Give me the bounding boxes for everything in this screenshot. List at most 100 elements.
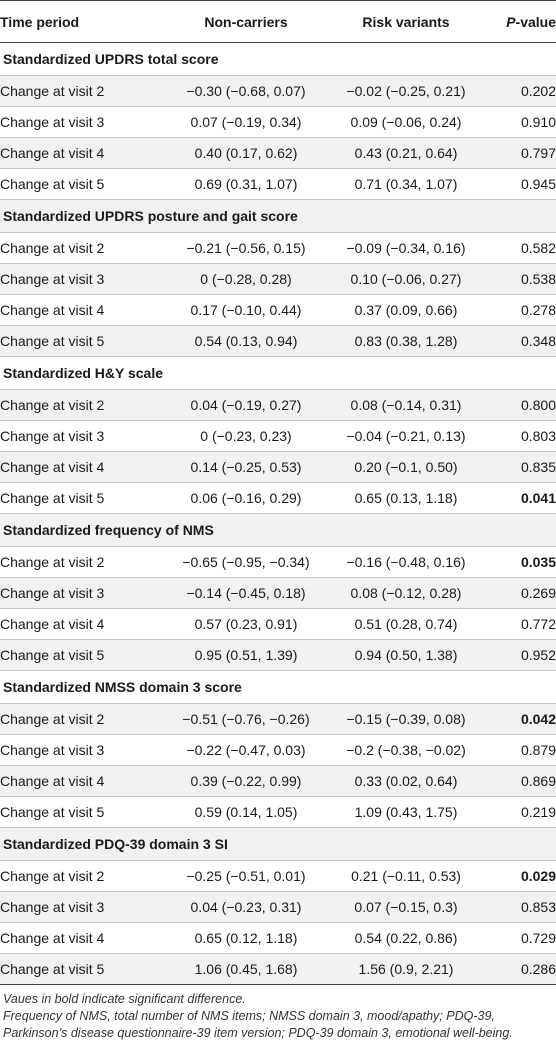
section-title: Standardized NMSS domain 3 score [0, 670, 556, 704]
time-period-cell: Change at visit 4 [0, 608, 166, 640]
non-carriers-cell: −0.65 (−0.95, −0.34) [166, 546, 326, 578]
p-value-cell: 0.278 [486, 294, 556, 326]
p-value-cell: 0.772 [486, 608, 556, 640]
table-row: Change at visit 5 0.54 (0.13, 0.94) 0.83 (… [0, 325, 556, 357]
time-period-cell: Change at visit 3 [0, 891, 166, 923]
table-row: Change at visit 2 0.04 (−0.19, 0.27) 0.08 … [0, 389, 556, 421]
table-row: Change at visit 5 0.69 (0.31, 1.07) 0.71 (… [0, 168, 556, 200]
non-carriers-cell: 0.06 (−0.16, 0.29) [166, 482, 326, 514]
non-carriers-cell: 0.65 (0.12, 1.18) [166, 922, 326, 954]
risk-variants-cell: 0.20 (−0.1, 0.50) [326, 451, 486, 483]
header-p-value: P-value [486, 0, 556, 43]
time-period-cell: Change at visit 3 [0, 106, 166, 138]
table-header-row: Time period Non-carriers Risk variants P… [0, 0, 556, 43]
non-carriers-cell: 0.40 (0.17, 0.62) [166, 137, 326, 169]
table-row: Change at visit 2 −0.51 (−0.76, −0.26) −0.… [0, 703, 556, 735]
non-carriers-cell: 0 (−0.28, 0.28) [166, 263, 326, 295]
time-period-cell: Change at visit 2 [0, 860, 166, 892]
time-period-cell: Change at visit 4 [0, 922, 166, 954]
time-period-cell: Change at visit 4 [0, 137, 166, 169]
table-row: Change at visit 5 1.06 (0.45, 1.68) 1.56 (… [0, 953, 556, 985]
risk-variants-cell: 0.10 (−0.06, 0.27) [326, 263, 486, 295]
time-period-cell: Change at visit 3 [0, 420, 166, 452]
p-value-cell: 0.219 [486, 796, 556, 828]
p-value-cell: 0.041 [486, 482, 556, 514]
section-title: Standardized H&Y scale [0, 356, 556, 390]
section-title: Standardized frequency of NMS [0, 513, 556, 547]
risk-variants-cell: 0.07 (−0.15, 0.3) [326, 891, 486, 923]
risk-variants-cell: 0.51 (0.28, 0.74) [326, 608, 486, 640]
p-value-cell: 0.538 [486, 263, 556, 295]
table-row: Change at visit 3 −0.22 (−0.47, 0.03) −0.2… [0, 734, 556, 766]
risk-variants-cell: 0.83 (0.38, 1.28) [326, 325, 486, 357]
time-period-cell: Change at visit 5 [0, 325, 166, 357]
time-period-cell: Change at visit 5 [0, 482, 166, 514]
header-time-period: Time period [0, 0, 166, 43]
non-carriers-cell: 0.17 (−0.10, 0.44) [166, 294, 326, 326]
time-period-cell: Change at visit 3 [0, 263, 166, 295]
p-value-cell: 0.729 [486, 922, 556, 954]
table-row: Change at visit 5 0.59 (0.14, 1.05) 1.09 (… [0, 796, 556, 828]
time-period-cell: Change at visit 5 [0, 168, 166, 200]
section-header-row: Standardized UPDRS total score [0, 42, 556, 76]
risk-variants-cell: 0.33 (0.02, 0.64) [326, 765, 486, 797]
table-row: Change at visit 4 0.14 (−0.25, 0.53) 0.20 … [0, 451, 556, 483]
non-carriers-cell: −0.21 (−0.56, 0.15) [166, 232, 326, 264]
header-non-carriers: Non-carriers [166, 0, 326, 43]
time-period-cell: Change at visit 2 [0, 389, 166, 421]
non-carriers-cell: −0.51 (−0.76, −0.26) [166, 703, 326, 735]
p-value-cell: 0.879 [486, 734, 556, 766]
table-row: Change at visit 4 0.39 (−0.22, 0.99) 0.33 … [0, 765, 556, 797]
risk-variants-cell: −0.15 (−0.39, 0.08) [326, 703, 486, 735]
risk-variants-cell: 0.08 (−0.14, 0.31) [326, 389, 486, 421]
non-carriers-cell: 0.14 (−0.25, 0.53) [166, 451, 326, 483]
section-title: Standardized UPDRS posture and gait scor… [0, 199, 556, 233]
section-header-row: Standardized H&Y scale [0, 356, 556, 390]
section-header-row: Standardized frequency of NMS [0, 513, 556, 547]
non-carriers-cell: 0.07 (−0.19, 0.34) [166, 106, 326, 138]
p-value-cell: 0.269 [486, 577, 556, 609]
table-row: Change at visit 5 0.95 (0.51, 1.39) 0.94 (… [0, 639, 556, 671]
time-period-cell: Change at visit 3 [0, 734, 166, 766]
table-row: Change at visit 2 −0.25 (−0.51, 0.01) 0.21… [0, 860, 556, 892]
non-carriers-cell: 0.95 (0.51, 1.39) [166, 639, 326, 671]
p-value-cell: 0.582 [486, 232, 556, 264]
table-row: Change at visit 3 −0.14 (−0.45, 0.18) 0.08… [0, 577, 556, 609]
non-carriers-cell: 0.04 (−0.23, 0.31) [166, 891, 326, 923]
table-row: Change at visit 4 0.40 (0.17, 0.62) 0.43 (… [0, 137, 556, 169]
time-period-cell: Change at visit 4 [0, 294, 166, 326]
table-row: Change at visit 3 0.04 (−0.23, 0.31) 0.07 … [0, 891, 556, 923]
risk-variants-cell: −0.16 (−0.48, 0.16) [326, 546, 486, 578]
risk-variants-cell: 0.08 (−0.12, 0.28) [326, 577, 486, 609]
risk-variants-cell: 0.09 (−0.06, 0.24) [326, 106, 486, 138]
footnote-abbreviations: Frequency of NMS, total number of NMS it… [3, 1009, 513, 1040]
section-title: Standardized UPDRS total score [0, 42, 556, 76]
risk-variants-cell: −0.02 (−0.25, 0.21) [326, 75, 486, 107]
p-value-cell: 0.835 [486, 451, 556, 483]
time-period-cell: Change at visit 5 [0, 953, 166, 985]
risk-variants-cell: 1.09 (0.43, 1.75) [326, 796, 486, 828]
non-carriers-cell: 0.69 (0.31, 1.07) [166, 168, 326, 200]
p-value-cell: 0.035 [486, 546, 556, 578]
non-carriers-cell: −0.22 (−0.47, 0.03) [166, 734, 326, 766]
risk-variants-cell: 0.54 (0.22, 0.86) [326, 922, 486, 954]
non-carriers-cell: 0.04 (−0.19, 0.27) [166, 389, 326, 421]
header-p-italic: P [506, 13, 516, 30]
p-value-cell: 0.853 [486, 891, 556, 923]
p-value-cell: 0.042 [486, 703, 556, 735]
non-carriers-cell: −0.25 (−0.51, 0.01) [166, 860, 326, 892]
non-carriers-cell: 0.59 (0.14, 1.05) [166, 796, 326, 828]
time-period-cell: Change at visit 4 [0, 765, 166, 797]
footnote-significance: Vaues in bold indicate significant diffe… [3, 992, 246, 1006]
p-value-cell: 0.202 [486, 75, 556, 107]
p-value-cell: 0.800 [486, 389, 556, 421]
p-value-cell: 0.945 [486, 168, 556, 200]
risk-variants-cell: −0.04 (−0.21, 0.13) [326, 420, 486, 452]
time-period-cell: Change at visit 5 [0, 639, 166, 671]
risk-variants-cell: 0.21 (−0.11, 0.53) [326, 860, 486, 892]
section-header-row: Standardized NMSS domain 3 score [0, 670, 556, 704]
p-value-cell: 0.797 [486, 137, 556, 169]
time-period-cell: Change at visit 2 [0, 546, 166, 578]
